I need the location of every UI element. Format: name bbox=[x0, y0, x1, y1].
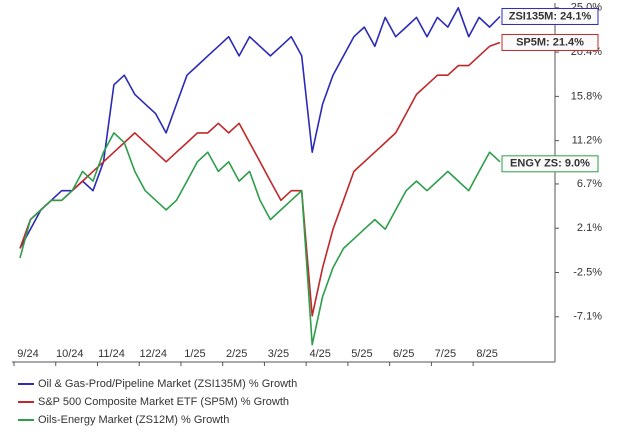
x-tick-label: 12/24 bbox=[139, 348, 167, 360]
legend-label: S&P 500 Composite Market ETF (SP5M) % Gr… bbox=[38, 396, 289, 408]
end-label-box bbox=[501, 7, 599, 25]
x-tick-label: 11/24 bbox=[98, 348, 125, 360]
end-label-box bbox=[501, 155, 599, 173]
y-tick-label: -7.1% bbox=[573, 311, 602, 323]
y-tick-label: 6.7% bbox=[577, 178, 602, 190]
y-tick-label: 15.8% bbox=[571, 90, 602, 102]
y-tick-label: 2.1% bbox=[577, 222, 602, 234]
end-label: ZSI135M: 24.1% bbox=[509, 10, 592, 22]
legend-label: Oil & Gas-Prod/Pipeline Market (ZSI135M)… bbox=[38, 378, 297, 390]
end-label-box bbox=[501, 33, 599, 51]
series-line bbox=[19, 41, 501, 317]
x-tick-label: 9/24 bbox=[17, 348, 38, 360]
series-line bbox=[19, 7, 501, 249]
y-tick-label: 11.2% bbox=[572, 135, 603, 147]
end-label: SP5M: 21.4% bbox=[516, 36, 584, 48]
legend-label: Oils-Energy Market (ZS12M) % Growth bbox=[38, 414, 229, 426]
x-tick-label: 10/24 bbox=[56, 348, 84, 360]
series-line bbox=[19, 132, 501, 346]
x-tick-label: 5/25 bbox=[351, 348, 372, 360]
end-label: ENGY ZS: 9.0% bbox=[510, 158, 590, 170]
x-tick-label: 4/25 bbox=[309, 348, 330, 360]
x-tick-label: 7/25 bbox=[435, 348, 456, 360]
x-tick-label: 1/25 bbox=[184, 348, 205, 360]
x-tick-label: 2/25 bbox=[226, 348, 247, 360]
y-tick-label: -2.5% bbox=[573, 266, 602, 278]
x-tick-label: 3/25 bbox=[268, 348, 289, 360]
x-tick-label: 8/25 bbox=[476, 348, 497, 360]
x-tick-label: 6/25 bbox=[393, 348, 414, 360]
